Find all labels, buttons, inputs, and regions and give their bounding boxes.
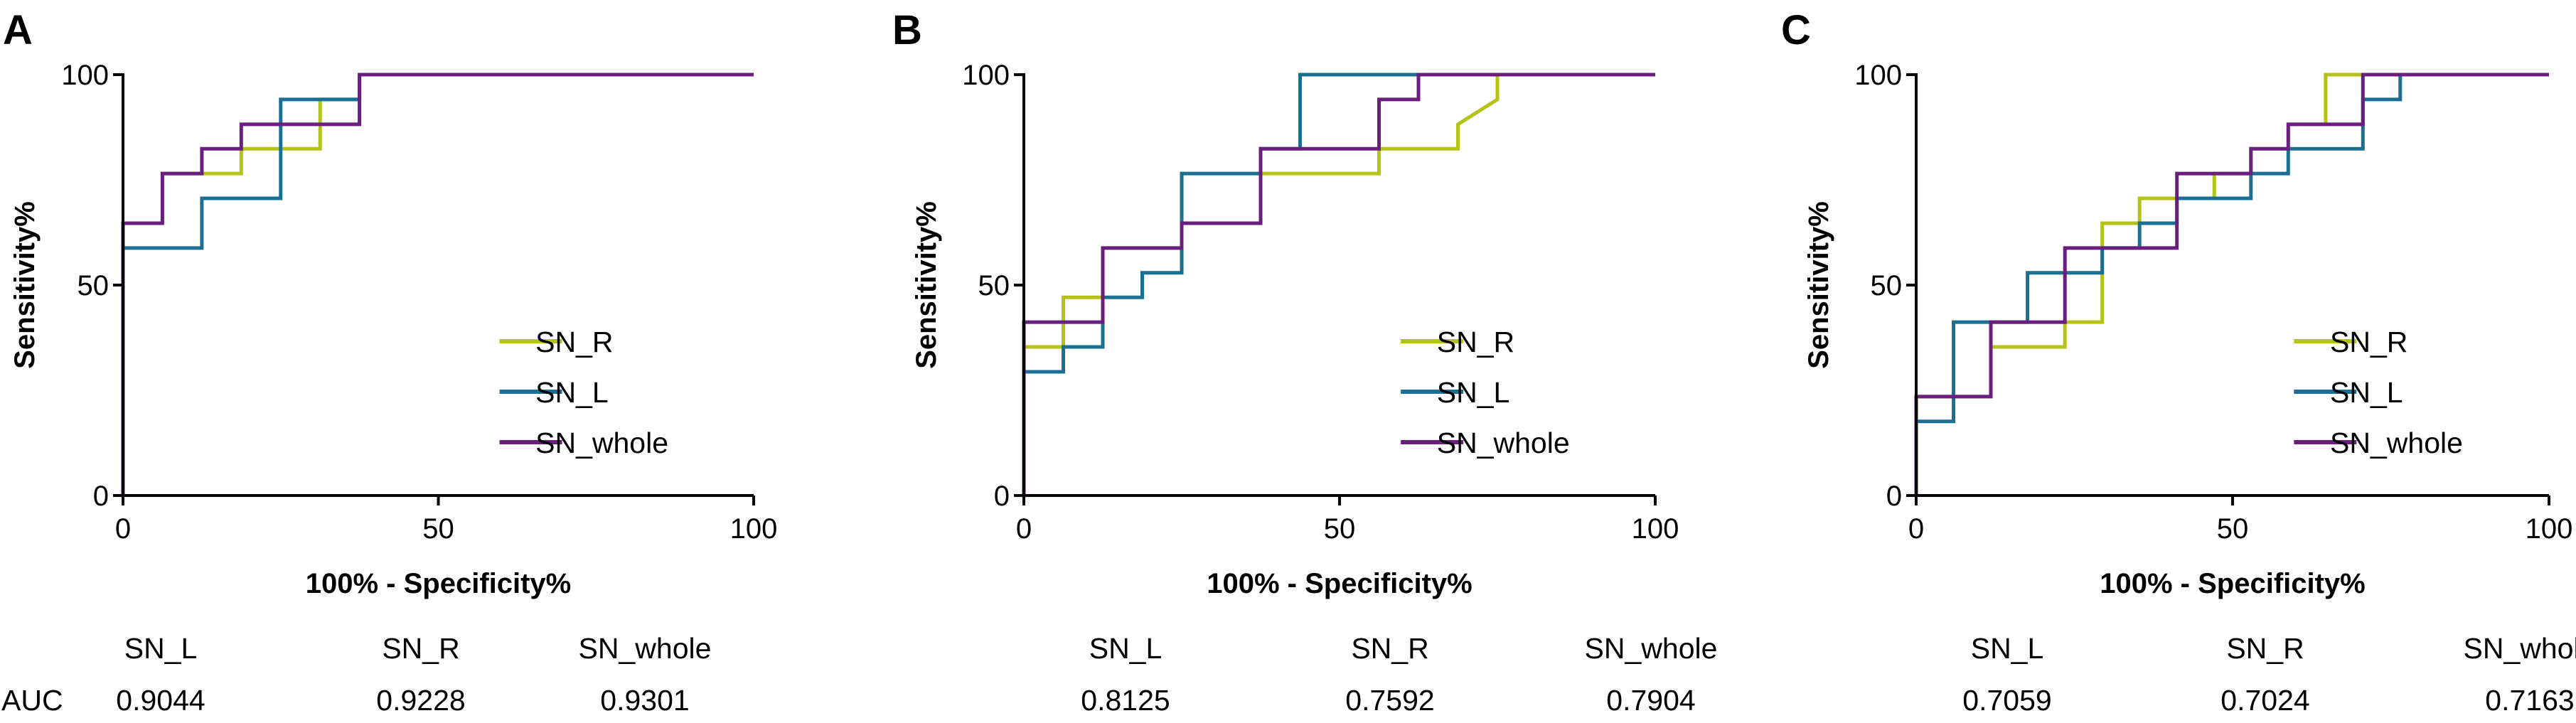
auc-value: 0.9301 <box>600 684 689 717</box>
panel-letter: B <box>892 7 922 53</box>
legend-label-sn-whole: SN_whole <box>535 427 668 459</box>
auc-header: SN_L <box>1971 632 2044 665</box>
legend-label-sn-r: SN_R <box>2330 326 2407 358</box>
auc-value: 0.7059 <box>1962 684 2051 717</box>
x-tick-label: 100 <box>1632 513 1679 545</box>
y-axis-title: Sensitivity% <box>1803 201 1834 369</box>
auc-header: SN_R <box>2226 632 2304 665</box>
x-axis-title: 100% - Specificity% <box>1207 568 1473 599</box>
legend-label-sn-l: SN_L <box>535 376 609 409</box>
x-tick-label: 100 <box>730 513 778 545</box>
legend: SN_R SN_L SN_whole <box>499 326 668 459</box>
roc-curve-sn-whole <box>121 73 754 496</box>
legend: SN_R SN_L SN_whole <box>2294 326 2463 459</box>
auc-value: 0.8125 <box>1081 684 1170 717</box>
auc-header: SN_whole <box>579 632 712 665</box>
auc-header: SN_L <box>124 632 198 665</box>
auc-table: SN_L 0.8125 SN_R 0.7592 SN_whole 0.7904 <box>1081 632 1717 717</box>
plot-area <box>121 73 754 496</box>
x-axis-title: 100% - Specificity% <box>2100 568 2366 599</box>
legend-label-sn-whole: SN_whole <box>1437 427 1570 459</box>
y-tick-label: 0 <box>1886 481 1902 512</box>
y-tick-label: 0 <box>994 481 1010 512</box>
roc-panel-a: A 0 50 100 0 50 100 100% - Specificity% Sensitiv… <box>1 7 777 717</box>
y-tick-label: 50 <box>78 270 109 301</box>
auc-value: 0.7024 <box>2220 684 2309 717</box>
y-tick-label: 100 <box>61 60 109 91</box>
roc-panel-c: C 0 50 100 0 50 100 100% - Specificity% Sensitiv… <box>1781 7 2576 717</box>
x-axis-title: 100% - Specificity% <box>306 568 572 599</box>
auc-row-label: AUC <box>1 684 63 717</box>
legend-label-sn-whole: SN_whole <box>2330 427 2463 459</box>
roc-curve-sn-whole <box>1914 73 2549 496</box>
x-tick-label: 0 <box>1016 513 1032 545</box>
legend-label-sn-l: SN_L <box>2330 376 2403 409</box>
y-axis-title: Sensitivity% <box>911 201 942 369</box>
y-axis-title: Sensitivity% <box>9 201 41 369</box>
auc-value: 0.7592 <box>1345 684 1434 717</box>
y-tick-label: 50 <box>1871 270 1903 301</box>
plot-area <box>1022 73 1655 496</box>
panel-letter: A <box>3 7 33 53</box>
auc-value: 0.9044 <box>116 684 205 717</box>
auc-header: SN_L <box>1089 632 1163 665</box>
x-tick-label: 0 <box>1908 513 1924 545</box>
auc-header: SN_R <box>1351 632 1428 665</box>
auc-header: SN_R <box>382 632 459 665</box>
auc-table: SN_L 0.7059 SN_R 0.7024 SN_whole 0.7163 <box>1962 632 2576 717</box>
x-tick-label: 50 <box>422 513 454 545</box>
y-tick-label: 100 <box>1854 60 1902 91</box>
roc-curve-sn-whole <box>1022 73 1655 496</box>
roc-panel-b: B 0 50 100 0 50 100 100% - Specificity% Sensitiv… <box>892 7 1717 717</box>
auc-header: SN_whole <box>2464 632 2576 665</box>
legend-label-sn-r: SN_R <box>535 326 613 358</box>
legend-label-sn-r: SN_R <box>1437 326 1514 358</box>
auc-header: SN_whole <box>1585 632 1718 665</box>
auc-table: SN_L 0.9044 SN_R 0.9228 SN_whole 0.9301 AUC <box>1 632 711 717</box>
auc-value: 0.7904 <box>1606 684 1695 717</box>
auc-value: 0.7163 <box>2485 684 2574 717</box>
y-tick-label: 50 <box>978 270 1010 301</box>
plot-area <box>1914 73 2549 496</box>
auc-value: 0.9228 <box>376 684 465 717</box>
panel-letter: C <box>1781 7 1811 53</box>
x-tick-label: 100 <box>2526 513 2573 545</box>
y-tick-label: 100 <box>962 60 1010 91</box>
legend: SN_R SN_L SN_whole <box>1401 326 1570 459</box>
x-tick-label: 50 <box>2217 513 2249 545</box>
y-tick-label: 0 <box>93 481 109 512</box>
x-tick-label: 50 <box>1324 513 1356 545</box>
x-tick-label: 0 <box>115 513 131 545</box>
legend-label-sn-l: SN_L <box>1437 376 1510 409</box>
